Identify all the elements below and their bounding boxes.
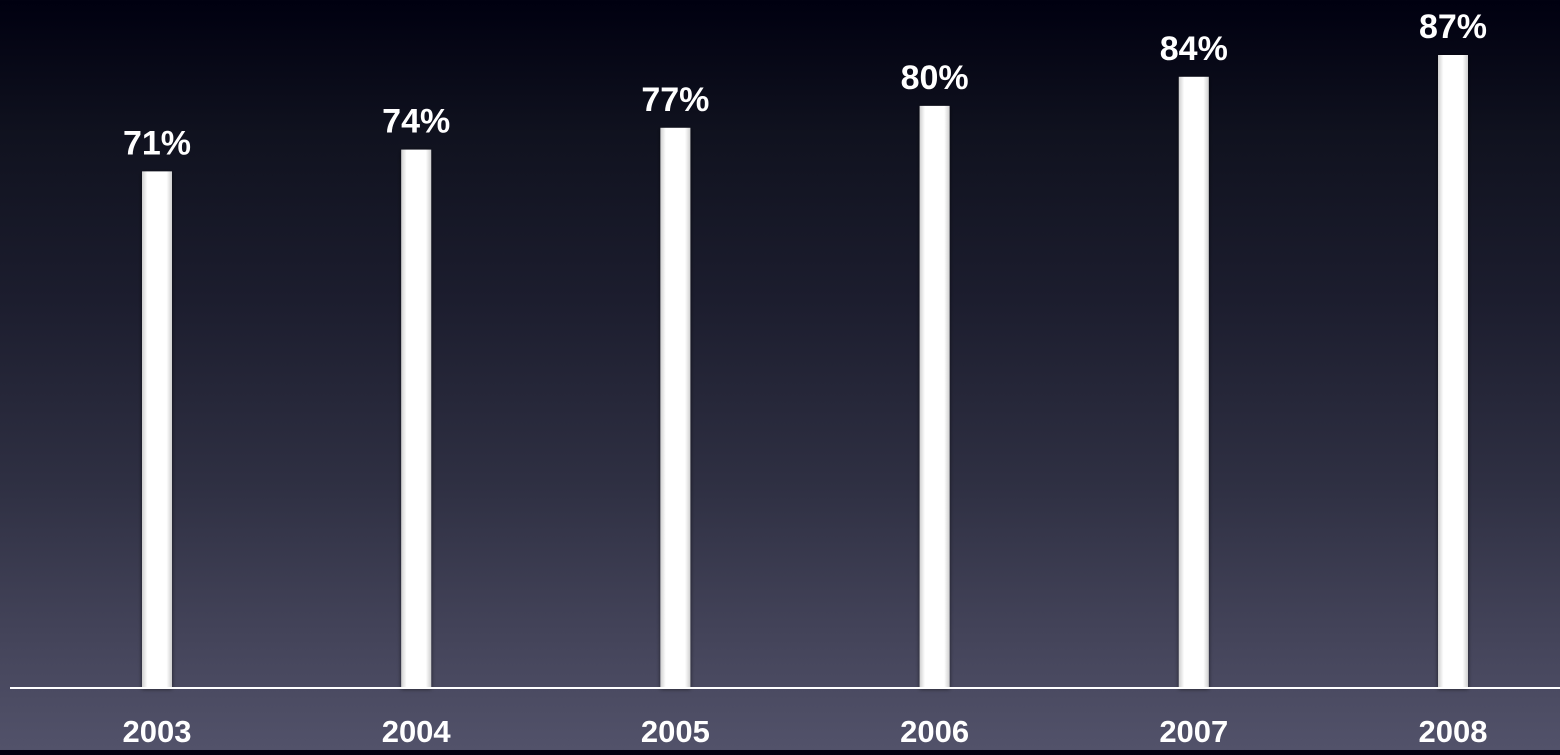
value-label-2004: 74% — [382, 103, 450, 141]
bar-2004 — [401, 149, 432, 689]
value-label-2007: 84% — [1160, 30, 1228, 68]
category-label-2004: 2004 — [382, 714, 452, 749]
bar-2003 — [142, 171, 172, 688]
category-label-2007: 2007 — [1159, 714, 1228, 749]
value-label-2003: 71% — [123, 124, 191, 162]
bar-2008 — [1438, 55, 1468, 688]
bar-2005 — [660, 127, 691, 689]
value-label-2006: 80% — [901, 59, 969, 97]
bar-2006 — [919, 105, 950, 688]
category-label-2005: 2005 — [641, 714, 710, 749]
bars-group — [142, 55, 1468, 689]
value-labels-group: 71% 74% 77% 80% 84% 87% — [123, 8, 1487, 162]
value-label-2008: 87% — [1419, 8, 1487, 46]
category-label-2006: 2006 — [900, 714, 969, 749]
category-label-2003: 2003 — [123, 714, 192, 749]
value-label-2005: 77% — [641, 81, 709, 119]
category-label-2008: 2008 — [1419, 714, 1488, 749]
bar-2007 — [1178, 76, 1209, 689]
category-labels-group: 2003 2004 2005 2006 2007 2008 — [123, 714, 1488, 749]
